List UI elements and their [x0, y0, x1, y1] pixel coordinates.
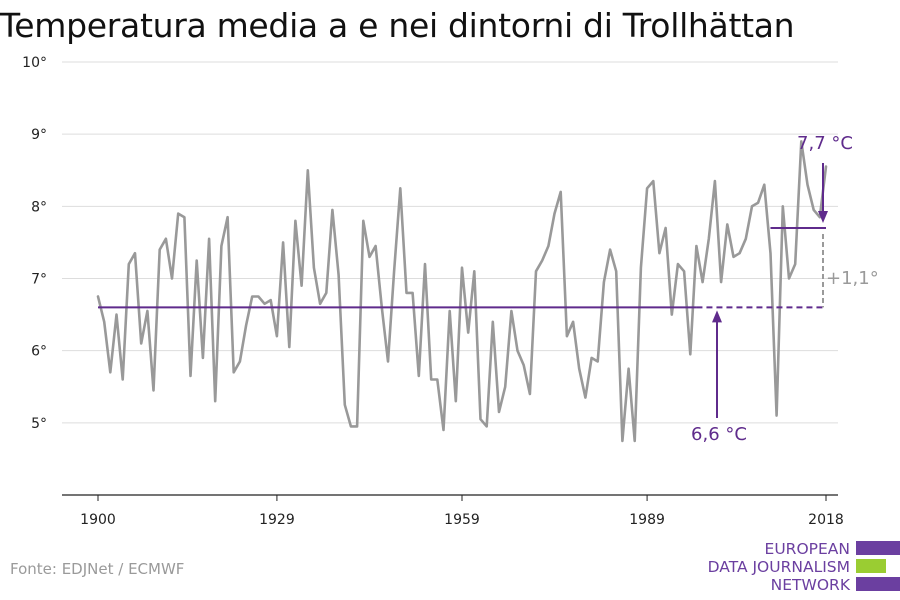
source-note: Fonte: EDJNet / ECMWF: [10, 560, 185, 578]
x-tick-label-2018: 2018: [808, 512, 844, 528]
y-tick-label-6: 6°: [31, 344, 47, 360]
logo-text-line3: NETWORK: [770, 576, 850, 594]
logo-text-line2: DATA JOURNALISM: [707, 558, 850, 576]
series-lines: [96, 140, 828, 443]
series-line-0: [96, 140, 828, 443]
y-tick-label-9: 9°: [31, 127, 47, 143]
edjnet-logo[interactable]: EUROPEAN DATA JOURNALISM NETWORK: [700, 538, 900, 598]
x-axis-ticks: 1900 1929 1959 1989 2018: [80, 495, 844, 528]
y-tick-label-5: 5°: [31, 416, 47, 432]
x-tick-label-1929: 1929: [259, 512, 295, 528]
logo-bar-purple-top: [856, 541, 900, 555]
y-tick-label-10: 10°: [22, 55, 47, 71]
temperature-line-chart: 5° 6° 7° 8° 9° 10° 1900 1929 1959 1989 2018 6,6 °…: [22, 55, 879, 528]
chart-title: Temperatura media a e nei dintorni di Tr…: [0, 6, 795, 45]
logo-bar-green: [856, 559, 886, 573]
baseline-label: 6,6 °C: [691, 424, 747, 445]
y-axis-ticks: 5° 6° 7° 8° 9° 10°: [22, 55, 47, 432]
baseline-arrowhead: [712, 310, 722, 323]
logo-text-line1: EUROPEAN: [764, 540, 850, 558]
logo-bar-purple-bottom: [856, 577, 900, 591]
annotations: 6,6 °C 7,7 °C +1,1°: [691, 133, 879, 445]
x-tick-label-1989: 1989: [629, 512, 665, 528]
y-tick-label-7: 7°: [31, 272, 47, 288]
difference-label: +1,1°: [826, 268, 879, 289]
reference-lines: [98, 226, 826, 309]
x-tick-label-1900: 1900: [80, 512, 116, 528]
recent-label: 7,7 °C: [797, 133, 853, 154]
x-tick-label-1959: 1959: [444, 512, 480, 528]
recent-arrowhead: [818, 210, 828, 223]
y-tick-label-8: 8°: [31, 199, 47, 215]
